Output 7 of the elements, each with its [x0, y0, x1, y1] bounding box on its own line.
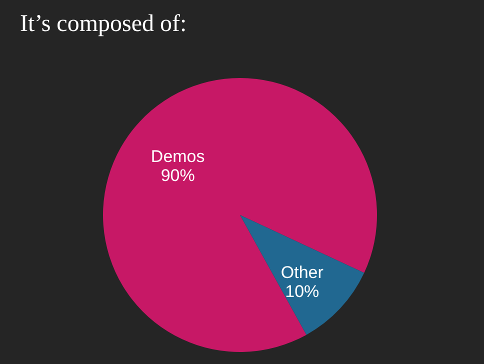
slice-label: Demos [150, 147, 205, 166]
pie-slice [103, 78, 377, 352]
data-label: 10% [285, 282, 320, 301]
pie-slice [240, 215, 364, 335]
slice-label: Other [280, 262, 324, 282]
chart-title: It’s composed of: [20, 11, 187, 37]
data-label: 90% [160, 166, 195, 186]
